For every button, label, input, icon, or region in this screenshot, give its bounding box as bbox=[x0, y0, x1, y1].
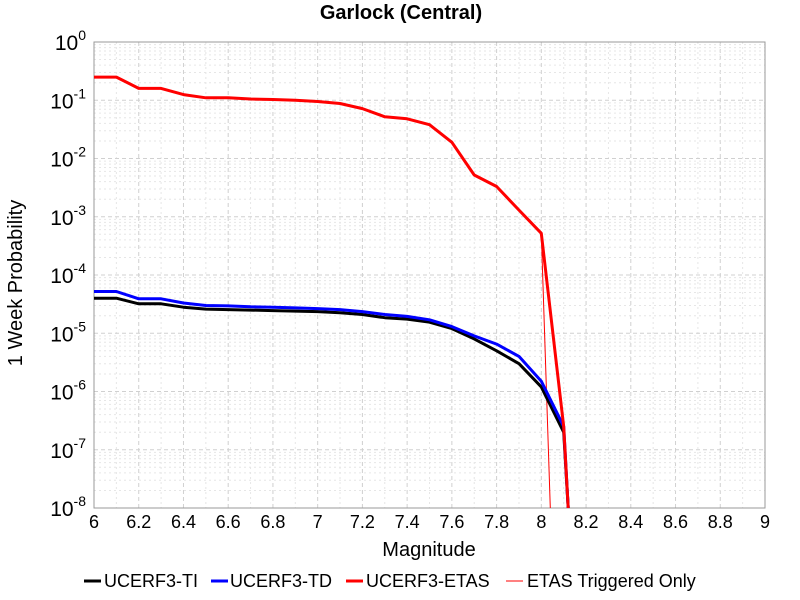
legend-label: ETAS Triggered Only bbox=[527, 571, 696, 591]
x-tick-label: 9 bbox=[760, 512, 770, 532]
series-line-etas-triggered-only bbox=[94, 76, 551, 508]
plot-area bbox=[93, 41, 766, 509]
legend-label: UCERF3-TD bbox=[230, 571, 332, 591]
x-tick-label: 6.6 bbox=[216, 512, 241, 532]
x-tick-label: 8 bbox=[536, 512, 546, 532]
series-line-ucerf3-etas bbox=[94, 75, 570, 508]
y-tick-label: 10-3 bbox=[50, 202, 86, 230]
legend-label: UCERF3-ETAS bbox=[366, 571, 490, 591]
x-tick-label: 8.6 bbox=[663, 512, 688, 532]
x-axis-label: Magnitude bbox=[382, 539, 475, 561]
y-axis-label: 1 Week Probability bbox=[5, 200, 27, 366]
x-tick-label: 7.2 bbox=[350, 512, 375, 532]
y-tick-label: 10-7 bbox=[50, 435, 86, 463]
y-tick-label: 10-6 bbox=[50, 377, 86, 405]
x-tick-label: 8.2 bbox=[574, 512, 599, 532]
x-tick-label: 6.4 bbox=[171, 512, 196, 532]
series-layer bbox=[94, 75, 570, 508]
x-tick-label: 6.2 bbox=[126, 512, 151, 532]
y-tick-label: 10-2 bbox=[50, 144, 86, 172]
y-tick-label: 100 bbox=[55, 27, 86, 55]
x-tick-label: 6.8 bbox=[260, 512, 285, 532]
x-tick-label: 7 bbox=[313, 512, 323, 532]
x-tick-label: 8.4 bbox=[618, 512, 643, 532]
x-tick-label: 7.4 bbox=[395, 512, 420, 532]
x-tick-label: 6 bbox=[89, 512, 99, 532]
y-tick-label: 10-8 bbox=[50, 493, 86, 521]
series-line-ucerf3-ti bbox=[94, 296, 570, 508]
y-tick-label: 10-4 bbox=[50, 260, 86, 288]
x-tick-labels: 6 6.2 6.4 6.6 6.8 7 7.2 7.4 7.6 7.8 8 8.2 8.4 8.6 8.8 9 bbox=[89, 512, 770, 532]
legend: UCERF3-TI UCERF3-TD UCERF3-ETAS ETAS Trigge… bbox=[84, 571, 696, 591]
series-line-ucerf3-td bbox=[94, 290, 570, 508]
legend-label: UCERF3-TI bbox=[104, 571, 198, 591]
y-tick-labels: 100 10-1 10-2 10-3 10-4 10-5 10-6 10-7 10-8 bbox=[50, 27, 86, 521]
x-tick-label: 8.8 bbox=[708, 512, 733, 532]
x-tick-label: 7.8 bbox=[484, 512, 509, 532]
grid bbox=[94, 42, 765, 508]
x-tick-label: 7.6 bbox=[439, 512, 464, 532]
chart-title: Garlock (Central) bbox=[320, 2, 482, 24]
y-tick-label: 10-1 bbox=[50, 85, 86, 113]
y-tick-label: 10-5 bbox=[50, 318, 86, 346]
